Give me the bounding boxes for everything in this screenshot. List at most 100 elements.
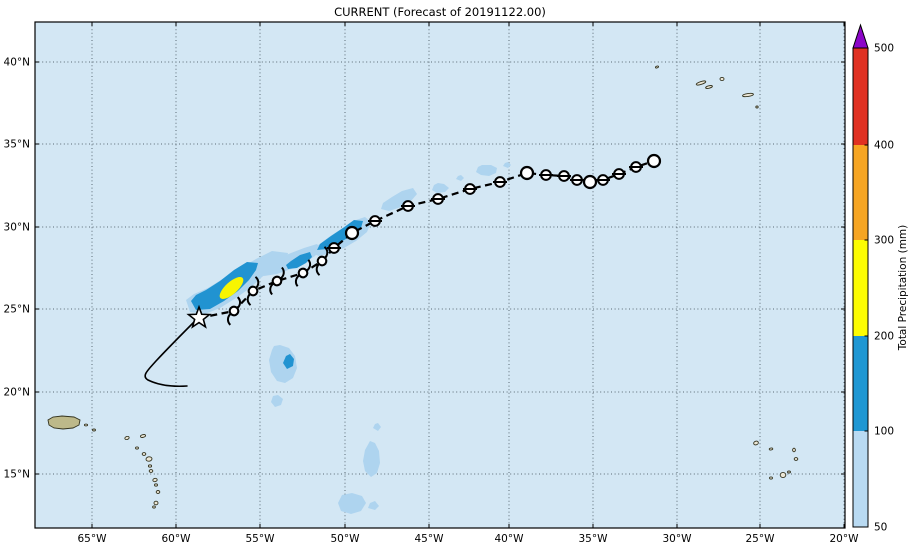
hurricane-arm xyxy=(236,296,242,310)
colorbar-tick-label: 200 xyxy=(874,331,894,343)
forecast-position-theta xyxy=(401,200,415,212)
island-lesser-antilles xyxy=(135,446,139,450)
tropical-storm-symbol xyxy=(226,296,242,326)
x-tick-label: 20°W xyxy=(830,533,860,545)
precip-patch-mid xyxy=(283,354,294,369)
forecast-position-circle xyxy=(344,225,360,241)
island-cape-verde xyxy=(787,470,791,474)
hurricane-arm xyxy=(279,266,285,280)
open-circle xyxy=(519,165,535,181)
tropical-storm-symbol xyxy=(246,276,260,306)
x-tick-label: 25°W xyxy=(746,533,776,545)
island-azores xyxy=(755,105,759,109)
forecast-position-theta xyxy=(463,183,477,195)
hurricane-arm xyxy=(269,282,275,296)
island-azores xyxy=(695,80,707,86)
island-cape-verde xyxy=(769,476,773,480)
island-lesser-antilles xyxy=(145,456,153,462)
colorbar-tick-label: 500 xyxy=(874,43,894,55)
island-lesser-antilles xyxy=(152,505,156,509)
forecast-track-line xyxy=(198,159,655,320)
hurricane-arm xyxy=(254,276,260,289)
x-tick-label: 65°W xyxy=(78,533,108,545)
precip-patch-mid xyxy=(286,252,312,269)
precip-patch-light xyxy=(432,183,449,193)
precip-patch-light xyxy=(381,188,417,211)
x-tick-label: 60°W xyxy=(162,533,192,545)
precip-patch-light xyxy=(503,162,511,168)
island-lesser-antilles xyxy=(124,435,130,441)
hurricane-arm xyxy=(246,293,252,306)
y-tick-label: 40°N xyxy=(4,57,30,69)
tropical-storm-symbol xyxy=(269,266,285,296)
y-tick-label: 30°N xyxy=(4,222,30,234)
hurricane-eye xyxy=(297,267,309,279)
forecast-position-theta xyxy=(493,176,507,188)
island-azores xyxy=(719,76,725,82)
star-shape xyxy=(186,304,212,329)
forecast-position-theta xyxy=(596,174,610,186)
hurricane-eye xyxy=(228,305,240,317)
island-pr-islet xyxy=(83,423,89,427)
open-circle xyxy=(344,225,360,241)
precip-patch-light xyxy=(258,244,321,276)
x-tick-label: 55°W xyxy=(246,533,276,545)
forecast-position-circle xyxy=(646,153,662,169)
colorbar-segment xyxy=(853,145,868,240)
forecast-position-theta xyxy=(557,170,571,182)
precip-patch-light xyxy=(373,423,381,431)
y-tick-label: 15°N xyxy=(4,469,30,481)
open-circle xyxy=(646,153,662,169)
island-lesser-antilles xyxy=(152,477,158,483)
tropical-storm-symbol xyxy=(294,259,312,287)
precip-patch-light xyxy=(338,493,366,514)
precip-patch-light xyxy=(271,395,283,407)
hurricane-eye xyxy=(271,275,283,287)
island-puerto-rico xyxy=(47,415,81,430)
island-lesser-antilles xyxy=(154,483,158,487)
island-cape-verde xyxy=(792,447,796,453)
forecast-position-theta xyxy=(431,193,445,205)
forecast-position-theta xyxy=(327,242,341,254)
tropical-storm-symbol xyxy=(315,246,329,276)
colorbar-tick-label: 300 xyxy=(874,235,894,247)
hurricane-arm xyxy=(226,312,232,326)
island-azores xyxy=(742,92,754,98)
precip-patch-light xyxy=(368,501,379,510)
island-azores xyxy=(655,65,659,69)
ocean xyxy=(35,22,845,528)
island-cape-verde xyxy=(793,457,799,461)
island-lesser-antilles xyxy=(140,434,146,438)
x-tick-label: 50°W xyxy=(331,533,361,545)
colorbar-segment xyxy=(853,431,868,527)
current-position-star xyxy=(186,304,212,329)
y-tick-label: 25°N xyxy=(4,304,30,316)
axes-layer: 65°W 60°W 55°W 50°W 45°W 40°W 35°W 30°W 25°W 20°W… xyxy=(4,21,860,545)
hurricane-eye xyxy=(247,285,259,297)
open-circle xyxy=(582,174,598,190)
x-tick-label: 30°W xyxy=(663,533,693,545)
colorbar-over-arrow xyxy=(852,23,869,49)
hurricane-arm xyxy=(323,246,329,259)
colorbar-axis-label: Total Precipitation (mm) xyxy=(897,225,909,351)
hurricane-arm xyxy=(305,259,312,272)
past-track-line xyxy=(144,316,200,388)
island-lesser-antilles xyxy=(148,469,154,473)
island-azores xyxy=(705,85,713,89)
forecast-position-theta xyxy=(539,169,553,181)
island-cape-verde xyxy=(768,447,774,451)
island-pr-islet xyxy=(92,428,96,432)
forecast-position-theta xyxy=(629,161,643,173)
forecast-position-theta xyxy=(570,174,584,186)
island-lesser-antilles xyxy=(153,500,159,506)
precip-patch-mid xyxy=(191,262,258,310)
forecast-position-circle xyxy=(582,174,598,190)
forecast-position-theta xyxy=(368,215,382,227)
precip-patch-light xyxy=(456,175,464,181)
island-lesser-antilles xyxy=(155,490,161,494)
colorbar-segment xyxy=(853,240,868,336)
hurricane-arm xyxy=(315,263,321,276)
colorbar-tick-label: 400 xyxy=(874,140,894,152)
